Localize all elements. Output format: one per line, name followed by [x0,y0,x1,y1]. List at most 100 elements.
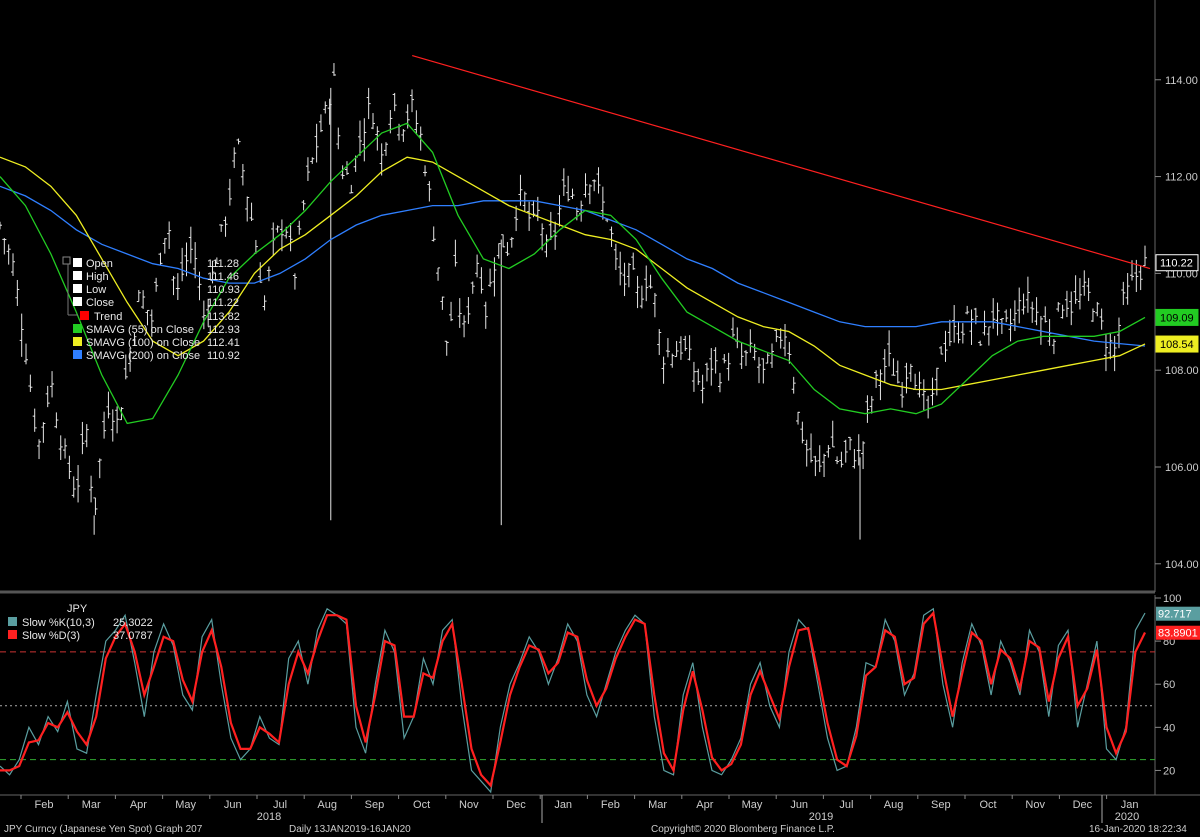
ohlc-bar [106,391,111,419]
price-tick-label: 114.00 [1165,75,1198,87]
ohlc-bar [514,205,519,232]
price-panel [0,54,1151,540]
ohlc-bar [136,289,141,303]
month-label: Jul [839,799,853,811]
ohlc-bar [848,436,853,451]
ohlc-bar [110,409,115,442]
ohlc-bar [67,455,72,479]
ohlc-bar [813,455,818,477]
ohlc-bar [314,123,319,163]
ohlc-bar [982,310,987,336]
ohlc-bar [145,309,150,326]
month-label: Jun [224,799,242,811]
ohlc-bar [401,129,406,142]
ohlc-bar [587,184,592,205]
price-tick-label: 108.00 [1165,365,1199,377]
ohlc-bar [995,302,1000,336]
ohlc-bar [336,127,341,150]
ohlc-bar [1099,308,1104,330]
month-label: Aug [317,799,337,811]
footer-copyright: Copyright© 2020 Bloomberg Finance L.P. [651,824,835,835]
month-label: Nov [1025,799,1045,811]
ohlc-bar [449,301,454,322]
ohlc-bar [917,371,922,398]
month-label: Nov [459,799,479,811]
ohlc-bar [1108,332,1113,360]
ohlc-bar [822,453,827,478]
ohlc-bar [505,242,510,256]
ohlc-bar [1138,265,1143,291]
legend-trend-value: 113.82 [207,311,240,323]
ohlc-bar [579,200,584,222]
ohlc-bar [362,118,367,162]
ohlc-bar [1112,335,1117,372]
legend-slowd-label: Slow %D(3) [22,630,80,642]
ohlc-bar [817,445,822,473]
ohlc-bar [453,239,458,267]
ohlc-bar [102,411,107,439]
ohlc-bar [752,343,757,361]
ohlc-bar [787,341,792,364]
ohlc-bar [249,202,254,221]
tag-box [1155,308,1199,326]
ohlc-bar [1051,338,1056,355]
ohlc-bar [930,377,935,406]
ohlc-bar [700,374,705,404]
ohlc-bar [956,321,961,344]
ohlc-bar [891,358,896,376]
ohlc-bar [969,309,974,345]
ohlc-bar [24,343,29,365]
oscillator-panel [0,607,1155,794]
ohlc-bar [275,225,280,233]
ohlc-bar [704,362,709,382]
ohlc-bar [852,449,857,469]
ohlc-bar [1069,291,1074,326]
ohlc-bar [32,408,37,432]
month-label: Oct [979,799,996,811]
ohlc-bar [340,165,345,180]
legend-close-swatch [73,297,82,306]
tag-value: 108.54 [1160,339,1194,351]
ohlc-bar [167,221,172,249]
legend-open-swatch [73,258,82,267]
ohlc-bar [926,395,931,419]
tag-box [1155,254,1199,272]
ohlc-bar [323,101,328,114]
ohlc-bar [809,433,814,463]
ohlc-bar [544,234,549,258]
legend-sma100-label: SMAVG (100) on Close [86,337,200,349]
ohlc-bar [665,338,670,358]
ohlc-bar [1143,245,1147,267]
price-tick-label: 112.00 [1165,172,1198,184]
ohlc-bar [384,142,389,156]
ohlc-bar [427,181,432,202]
month-label: Mar [82,799,101,811]
ohlc-bar [366,87,371,120]
price-legend[interactable]: Open 111.28 High 111.46 Low 110.93 Close… [62,256,240,362]
month-label: Apr [696,799,713,811]
ohlc-bar [783,324,788,357]
legend-low-value: 110.93 [207,284,240,296]
legend-collapse-toggle[interactable] [62,256,71,265]
ohlc-bar [622,262,627,297]
price-tick-label: 104.00 [1165,559,1199,571]
month-label: Oct [413,799,430,811]
ohlc-bar [652,292,657,318]
ohlc-bar [331,63,336,76]
ohlc-bar [175,273,180,301]
footer-bar: JPY Curncy (Japanese Yen Spot) Graph 207… [4,824,1187,835]
oscillator-legend[interactable]: JPY Slow %K(10,3) 25.3022 Slow %D(3) 37.… [8,603,153,642]
month-label: Feb [35,799,54,811]
ohlc-bar [180,247,185,282]
footer-date-range: Daily 13JAN2019-16JAN20 [289,824,411,835]
ohlc-bar [479,267,484,294]
ohlc-bar [830,420,835,448]
ohlc-bar [1095,301,1100,317]
legend-slowd-swatch [8,630,17,639]
ohlc-bar [978,340,983,346]
legend-close-value: 111.22 [207,297,239,309]
ohlc-bar [141,290,146,309]
ohlc-bar [791,376,796,394]
ohlc-bar [414,110,419,134]
ohlc-bar [678,336,683,360]
